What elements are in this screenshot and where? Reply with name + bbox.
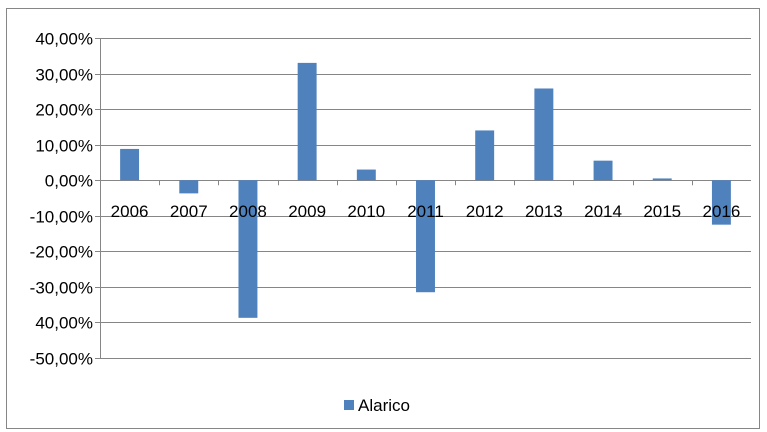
x-tick-label: 2016 [702,202,740,221]
axes [100,38,693,358]
bars [120,62,731,318]
bar-2014 [593,160,613,181]
x-tick-label: 2009 [288,202,326,221]
y-tick-label: 40,00% [35,314,93,333]
legend-label-alarico: Alarico [358,396,410,415]
bar-2009 [297,62,317,181]
bar-2006 [120,148,140,181]
bar-2010 [356,169,376,181]
x-tick-label: 2014 [584,202,622,221]
bar-2011 [416,180,435,293]
bar-2016 [711,180,731,225]
x-tick-label: 2006 [111,202,149,221]
x-tick-label: 2010 [347,202,385,221]
x-tick-label: 2007 [170,202,208,221]
y-tick-label: 40,00% [35,30,93,49]
legend-swatch-alarico [344,400,354,410]
x-tick-label: 2015 [643,202,681,221]
x-tick-label: 2011 [407,202,444,221]
legend: Alarico [344,396,410,415]
bar-2015 [652,178,672,181]
y-tick-labels: 40,00% 30,00% 20,00% 10,00% 0,00% -10,00% -20,… [30,30,93,369]
y-tick-label: -50,00% [30,350,93,369]
bar-2007 [179,180,199,194]
bar-2012 [475,130,495,181]
x-tick-label: 2013 [525,202,563,221]
x-tick-labels: 2006 2007 2008 2009 2010 2011 2012 2013 2014 2015… [111,202,741,221]
y-tick-label: 30,00% [35,66,93,85]
y-tick-label: -10,00% [30,208,93,227]
y-tick-label: -30,00% [30,279,93,298]
y-tick-label: 0,00% [45,172,93,191]
y-tick-label: -20,00% [30,243,93,262]
y-tick-label: 10,00% [35,137,93,156]
y-tick-label: 20,00% [35,101,93,120]
x-tick-label: 2012 [466,202,504,221]
bar-2008 [238,180,258,318]
x-tick-label: 2008 [229,202,267,221]
bar-2013 [534,88,554,181]
